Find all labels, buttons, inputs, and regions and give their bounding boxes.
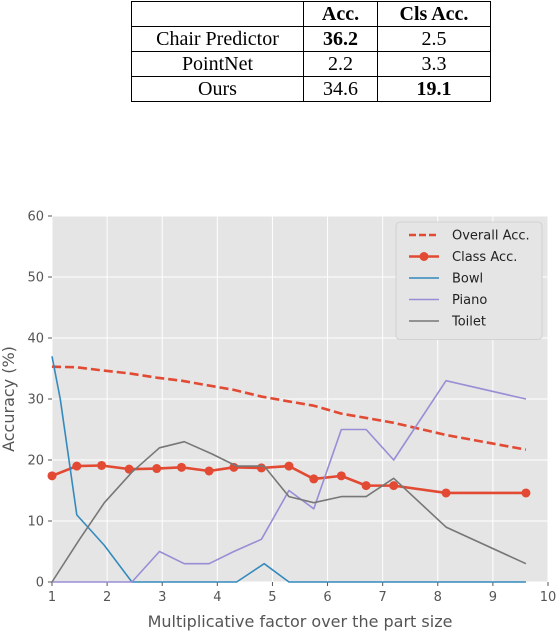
- series-line-class-acc: [51, 464, 526, 495]
- series-line-toilet: [51, 440, 527, 583]
- data-point-class-acc: [309, 474, 319, 484]
- x-axis-label: Multiplicative factor over the part size: [148, 612, 453, 631]
- y-tick-label: 40: [27, 332, 44, 347]
- data-point-class-acc: [97, 460, 107, 470]
- table-header-cell: Cls Acc.: [377, 1, 491, 27]
- accuracy-chart: 1 2 3 4 5 6 7 8 9 10 0 10 20 30 40 50 60 Multiplicative…: [0, 210, 556, 632]
- y-tick-label: 0: [36, 576, 44, 591]
- legend-label: Piano: [452, 293, 487, 308]
- series-line-piano: [52, 379, 527, 583]
- series-line-overall-acc: [51, 365, 527, 451]
- data-point-class-acc: [177, 462, 187, 472]
- x-tick-label: 7: [379, 590, 387, 605]
- legend-label: Bowl: [452, 272, 483, 287]
- table-cell-acc: 34.6: [303, 76, 378, 102]
- x-tick-label: 10: [540, 590, 556, 605]
- legend-label: Class Acc.: [452, 250, 517, 265]
- table-header-cell: [131, 1, 304, 27]
- table-cell-method: Chair Predictor: [131, 26, 304, 52]
- data-point-class-acc: [389, 481, 399, 491]
- table-row: Ours 34.6 19.1: [131, 76, 491, 102]
- legend-box: [395, 221, 543, 340]
- legend-label: Overall Acc.: [452, 229, 530, 244]
- chart-legend: Overall Acc. Class Acc. Bowl Piano Toilet: [395, 221, 543, 340]
- data-point-class-acc: [521, 488, 531, 498]
- legend-label: Toilet: [451, 315, 486, 330]
- table-row: PointNet 2.2 3.3: [131, 51, 491, 77]
- y-tick-label: 50: [27, 271, 44, 286]
- table-cell-method: Ours: [131, 76, 304, 102]
- table-cell-acc: 2.2: [303, 51, 378, 77]
- data-point-class-acc: [204, 466, 214, 476]
- x-tick-label: 5: [268, 590, 276, 605]
- series-lines: [47, 356, 531, 583]
- y-axis-ticks: 0 10 20 30 40 50 60: [27, 210, 52, 591]
- data-point-class-acc: [152, 464, 162, 474]
- x-axis-ticks: 1 2 3 4 5 6 7 8 9 10: [48, 582, 556, 605]
- table-cell-cls-acc: 19.1: [377, 76, 491, 102]
- table-header-cell: Acc.: [303, 1, 378, 27]
- y-tick-label: 10: [27, 515, 44, 530]
- table-cell-cls-acc: 3.3: [377, 51, 491, 77]
- data-point-class-acc: [441, 488, 451, 498]
- results-table: Acc. Cls Acc. Chair Predictor 36.2 2.5 P…: [131, 1, 491, 102]
- data-point-class-acc: [124, 464, 134, 474]
- y-tick-label: 60: [27, 210, 44, 225]
- legend-marker: [419, 252, 429, 261]
- table-row: Chair Predictor 36.2 2.5: [131, 26, 491, 52]
- x-tick-label: 8: [434, 590, 442, 605]
- data-point-class-acc: [284, 461, 294, 471]
- x-tick-label: 1: [48, 590, 56, 605]
- x-tick-label: 2: [103, 590, 111, 605]
- data-point-class-acc: [72, 461, 82, 471]
- x-tick-label: 3: [158, 590, 166, 605]
- y-axis-label: Accuracy (%): [0, 346, 18, 452]
- table-cell-cls-acc: 2.5: [377, 26, 491, 52]
- table-header-row: Acc. Cls Acc.: [131, 1, 491, 27]
- table-cell-acc: 36.2: [303, 26, 378, 52]
- data-point-class-acc: [256, 463, 266, 473]
- data-point-class-acc: [361, 481, 371, 491]
- series-line-bowl: [51, 356, 526, 583]
- y-tick-label: 30: [27, 393, 44, 408]
- x-tick-label: 4: [213, 590, 221, 605]
- x-tick-label: 6: [323, 590, 331, 605]
- data-point-class-acc: [47, 471, 57, 481]
- x-tick-label: 9: [489, 590, 497, 605]
- y-tick-label: 20: [27, 454, 44, 469]
- data-point-class-acc: [336, 471, 346, 481]
- table-cell-method: PointNet: [131, 51, 304, 77]
